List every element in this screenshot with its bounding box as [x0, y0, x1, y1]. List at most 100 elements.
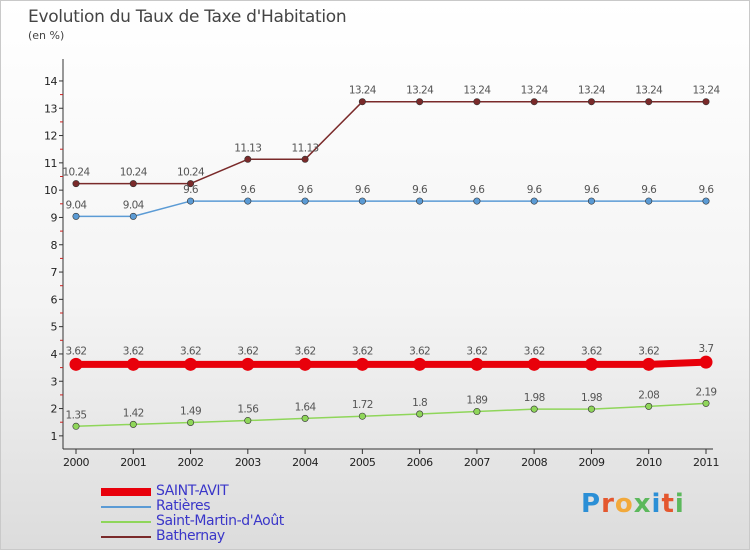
data-point: [187, 197, 195, 205]
data-label: 1.42: [123, 407, 144, 419]
data-point: [301, 197, 309, 205]
data-point: [129, 180, 137, 188]
data-label: 9.6: [298, 184, 314, 196]
data-label: 9.04: [123, 199, 145, 211]
legend-label: Bathernay: [156, 528, 225, 544]
data-label: 10.24: [120, 167, 148, 179]
data-point: [699, 355, 713, 369]
data-label: 1.8: [412, 397, 427, 409]
data-label: 3.62: [581, 345, 602, 357]
data-label: 11.13: [234, 142, 261, 154]
proxiti-logo: Proxiti: [581, 489, 685, 519]
legend-label: Saint-Martin-d'Août: [156, 513, 284, 529]
y-tick-label: 5: [51, 321, 58, 334]
data-point: [358, 412, 366, 420]
y-tick-label: 11: [44, 157, 57, 170]
legend-label: Ratières: [156, 498, 211, 514]
legend-swatch: [101, 488, 151, 496]
data-label: 9.04: [66, 199, 88, 211]
legend-swatch: [101, 506, 151, 508]
y-tick-label: 12: [44, 130, 57, 143]
y-tick-label: 13: [44, 102, 57, 115]
logo-letter: i: [674, 489, 685, 519]
data-label: 9.6: [699, 184, 715, 196]
data-label: 3.62: [237, 345, 258, 357]
data-point: [301, 155, 309, 163]
data-label: 3.62: [352, 345, 373, 357]
y-tick-label: 14: [44, 75, 57, 88]
data-label: 3.62: [66, 345, 87, 357]
data-point: [530, 405, 538, 413]
data-point: [702, 98, 710, 106]
data-point: [72, 422, 80, 430]
data-label: 9.6: [527, 184, 543, 196]
data-point: [184, 357, 198, 371]
data-label: 13.24: [521, 85, 549, 97]
series-line-1: [76, 200, 706, 218]
data-point: [244, 417, 252, 425]
data-point: [702, 197, 710, 205]
data-point: [587, 98, 595, 106]
data-label: 13.24: [463, 85, 491, 97]
x-tick-label: 2003: [235, 456, 261, 469]
x-tick-label: 2009: [578, 456, 604, 469]
x-tick-label: 2010: [636, 456, 662, 469]
y-tick-label: 8: [51, 239, 58, 252]
legend-swatch: [101, 521, 151, 523]
data-label: 1.35: [66, 409, 87, 421]
data-label: 1.64: [295, 401, 317, 413]
data-label: 1.89: [466, 395, 487, 407]
data-label: 1.49: [180, 405, 201, 417]
x-tick-label: 2007: [464, 456, 490, 469]
y-tick-label: 3: [51, 375, 58, 388]
data-label: 10.24: [177, 167, 205, 179]
data-label: 9.6: [641, 184, 657, 196]
data-label: 13.24: [578, 85, 606, 97]
data-label: 9.6: [355, 184, 371, 196]
logo-letter: x: [633, 489, 652, 519]
data-label: 9.6: [183, 184, 199, 196]
data-point: [355, 357, 369, 371]
series-line-0: [76, 358, 707, 368]
chart-title: Evolution du Taux de Taxe d'Habitation: [28, 7, 347, 27]
x-tick-label: 2011: [693, 456, 719, 469]
y-tick-label: 1: [51, 430, 58, 443]
data-point: [530, 197, 538, 205]
data-label: 13.24: [692, 85, 720, 97]
data-point: [241, 357, 255, 371]
data-point: [645, 98, 653, 106]
data-point: [129, 212, 137, 220]
data-label: 1.98: [524, 392, 545, 404]
x-tick-label: 2001: [120, 456, 146, 469]
logo-letter: i: [651, 489, 662, 519]
chart-subtitle: (en %): [28, 29, 65, 42]
data-point: [587, 197, 595, 205]
data-point: [587, 405, 595, 413]
data-point: [416, 410, 424, 418]
data-point: [72, 212, 80, 220]
data-label: 2.19: [696, 386, 717, 398]
data-point: [126, 357, 140, 371]
data-point: [473, 98, 481, 106]
y-tick-label: 10: [44, 184, 57, 197]
data-label: 1.98: [581, 392, 602, 404]
data-label: 9.6: [584, 184, 600, 196]
data-label: 3.62: [466, 345, 487, 357]
data-point: [72, 180, 80, 188]
y-tick-label: 7: [51, 266, 58, 279]
x-tick-label: 2005: [349, 456, 375, 469]
data-label: 3.62: [123, 345, 144, 357]
data-point: [129, 420, 137, 428]
series-line-3: [76, 100, 706, 185]
data-point: [358, 98, 366, 106]
series-lines: [75, 100, 707, 428]
data-point: [473, 408, 481, 416]
logo-letter: r: [601, 489, 615, 519]
series-line-2: [75, 402, 707, 428]
x-tick-label: 2006: [407, 456, 433, 469]
x-tick-label: 2000: [63, 456, 89, 469]
data-point: [69, 357, 83, 371]
